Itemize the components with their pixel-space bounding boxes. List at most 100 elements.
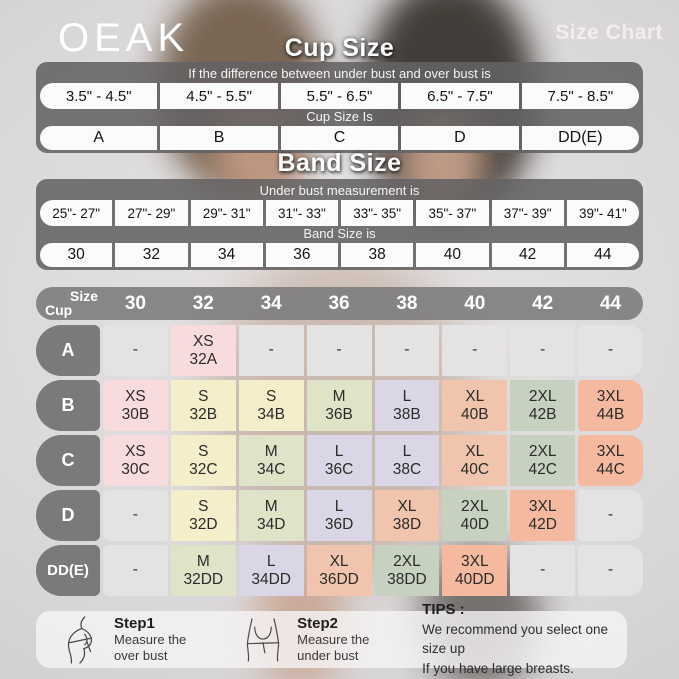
matrix-size-cell: M 34C (238, 435, 304, 486)
band-number-cell: 40 (416, 243, 489, 267)
matrix-row-label: C (36, 435, 100, 486)
band-number-cell: 36 (265, 243, 338, 267)
matrix-size-cell: - (238, 325, 304, 376)
matrix-size-cell: S 32C (170, 435, 236, 486)
tips-block: TIPS : We recommend you select one size … (422, 601, 627, 679)
corner-cup-label: Cup (45, 302, 73, 318)
corner-size-label: Size (69, 288, 98, 304)
step1-line1: Measure the (114, 631, 187, 647)
matrix-corner-cell: Size Cup (36, 287, 100, 320)
matrix-body: A - XS 32A - - - - - - B XS 30B S 32B S 34B M 36B L 38B XL 40B… (36, 325, 643, 596)
matrix-size-cell: S 32B (170, 380, 236, 431)
matrix-size-cell: M 36B (306, 380, 372, 431)
matrix-size-cell: M 32DD (170, 545, 236, 596)
matrix-row-label: DD(E) (36, 545, 100, 596)
matrix-size-cell: - (510, 325, 576, 376)
step1-text: Step1 Measure the over bust (114, 615, 186, 665)
matrix-size-cell: M 34D (238, 490, 304, 541)
matrix-size-cell: S 32D (170, 490, 236, 541)
measure-overbust-icon (67, 615, 93, 664)
matrix-size-cell: L 38C (374, 435, 440, 486)
cup-range-cell: 7.5" - 8.5" (521, 83, 640, 109)
matrix-size-cell: 3XL 42D (510, 490, 576, 541)
band-range-cell: 35"- 37" (416, 200, 489, 226)
matrix-size-cell: 3XL 40DD (442, 545, 508, 596)
band-range-cell: 29"- 31" (190, 200, 263, 226)
matrix-size-cell: L 36D (306, 490, 372, 541)
band-number-cell: 38 (341, 243, 414, 267)
matrix-size-cell: 2XL 42C (510, 435, 576, 486)
band-range-cell: 31"- 33" (265, 200, 338, 226)
matrix-size-cell: XL 36DD (306, 545, 372, 596)
band-range-cell: 37"- 39" (491, 200, 564, 226)
cup-letter-cell: C (280, 126, 399, 150)
matrix-row-label: D (36, 490, 100, 541)
matrix-size-cell: - (578, 325, 643, 376)
matrix-row: B XS 30B S 32B S 34B M 36B L 38B XL 40B 2XL 42B 3XL 44B (36, 380, 643, 431)
matrix-size-cell: S 34B (238, 380, 304, 431)
band-range-cell: 27"- 29" (115, 200, 188, 226)
matrix-size-cell: 3XL 44B (578, 380, 643, 431)
band-range-cell: 33"- 35" (341, 200, 414, 226)
cup-range-row: 3.5" - 4.5" 4.5" - 5.5" 5.5" - 6.5" 6.5" - … (40, 83, 640, 109)
size-matrix: Size Cup 30 32 34 36 38 40 42 44 A - XS 32A - - - - - - B… (36, 287, 643, 600)
cup-letter-cell: A (40, 126, 158, 150)
matrix-size-cell: - (578, 490, 643, 541)
cup-size-banner: If the difference between under bust and… (188, 66, 491, 81)
matrix-size-cell: - (374, 325, 440, 376)
matrix-size-cell: - (103, 545, 168, 596)
matrix-size-cell: L 38B (374, 380, 440, 431)
band-number-cell: 42 (491, 243, 564, 267)
step2-line2: under bust (297, 648, 359, 663)
band-number-row: 30 32 34 36 38 40 42 44 (40, 243, 639, 267)
band-number-cell: 32 (115, 243, 188, 267)
step2-label: Step2 (297, 614, 338, 632)
matrix-column-header: 36 (328, 292, 350, 314)
matrix-row: A - XS 32A - - - - - - (36, 325, 643, 376)
matrix-size-cell: XL 38D (374, 490, 440, 541)
cup-letter-cell: B (160, 126, 278, 150)
cup-size-table: If the difference between under bust and… (36, 62, 643, 153)
matrix-size-cell: XS 30B (103, 380, 168, 431)
step2-line1: Measure the (297, 631, 370, 647)
matrix-column-header: 42 (532, 292, 554, 314)
band-range-cell: 39"- 41" (566, 200, 639, 226)
band-number-cell: 44 (566, 243, 639, 267)
matrix-size-cell: XS 30C (103, 435, 168, 486)
tips-line2: If you have large breasts. (422, 660, 574, 676)
matrix-size-cell: - (103, 325, 168, 376)
matrix-row: D - S 32D M 34D L 36D XL 38D 2XL 40D 3XL 42D - (36, 490, 643, 541)
matrix-column-header: 44 (599, 292, 622, 314)
cup-range-cell: 6.5" - 7.5" (401, 83, 519, 109)
matrix-row: C XS 30C S 32C M 34C L 36C L 38C XL 40C 2XL 42C 3XL 44C (36, 435, 643, 486)
step1-label: Step1 (114, 614, 155, 632)
step1-block: Step1 Measure the over bust (56, 615, 241, 665)
tips-label: TIPS : (422, 600, 465, 618)
cup-letter-cell: DD(E) (521, 126, 640, 150)
matrix-column-header: 34 (260, 292, 282, 314)
cup-range-cell: 5.5" - 6.5" (280, 83, 399, 109)
cup-size-heading: Cup Size (284, 34, 395, 62)
page-title: Size Chart (555, 21, 663, 44)
matrix-size-cell: - (103, 490, 168, 541)
matrix-row-label: A (36, 325, 100, 376)
matrix-size-cell: - (442, 325, 508, 376)
cup-range-cell: 3.5" - 4.5" (40, 83, 158, 109)
brand-logo: OEAK (58, 16, 190, 60)
step1-line2: over bust (114, 648, 168, 663)
footer-banner: Step1 Measure the over bust Step2 Measur… (36, 601, 627, 676)
band-size-heading: Band Size (277, 149, 402, 177)
matrix-size-cell: XL 40B (442, 380, 508, 431)
matrix-column-header: 30 (124, 292, 146, 314)
band-size-table: Under bust measurement is 25"- 27" 27"- 2… (36, 179, 643, 270)
band-range-row: 25"- 27" 27"- 29" 29"- 31" 31"- 33" 33"- 35"… (40, 200, 639, 226)
matrix-size-cell: L 36C (306, 435, 372, 486)
matrix-size-cell: 3XL 44C (578, 435, 643, 486)
band-result-banner: Band Size is (303, 226, 376, 241)
band-number-cell: 34 (190, 243, 263, 267)
cup-letter-row: A B C D DD(E) (40, 126, 640, 150)
band-number-cell: 30 (40, 243, 113, 267)
matrix-size-cell: 2XL 38DD (374, 545, 440, 596)
step2-text: Step2 Measure the under bust (297, 615, 369, 665)
